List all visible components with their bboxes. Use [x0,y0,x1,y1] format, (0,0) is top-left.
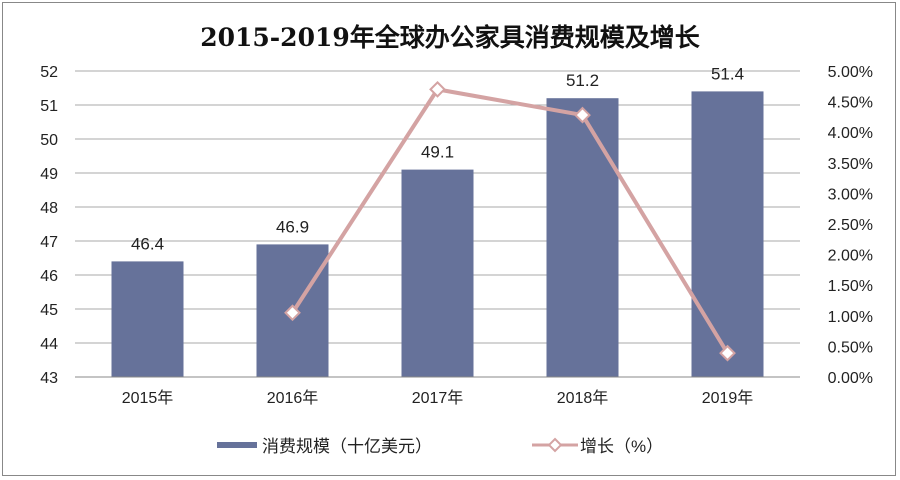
y-right-tick-label: 2.50% [828,217,873,234]
x-tick-label: 2015年 [122,389,174,407]
legend-marker [547,437,563,453]
y-right-tick-label: 1.00% [828,309,873,326]
y-right-tick-label: 2.00% [828,248,873,265]
growth-line [290,87,730,355]
bar-data-label: 49.1 [421,143,454,162]
legend-label-line: 增长（%） [580,437,663,456]
bar-data-label: 46.4 [131,234,164,253]
y-left-tick-label: 48 [40,200,58,217]
growth-marker [429,80,446,98]
y-left-tick-label: 47 [40,234,58,251]
y-left-tick-label: 44 [40,336,58,353]
y-left-tick-label: 50 [40,132,58,149]
y-left-tick-label: 52 [40,64,58,81]
bar [111,261,184,377]
y-left-tick-label: 51 [40,98,58,115]
y-right-tick-label: 3.00% [828,186,873,203]
bar-data-label: 51.2 [566,71,599,90]
legend-swatch-bar [217,442,257,448]
y-right-tick-label: 3.50% [828,156,873,173]
chart-title: 2015-2019年全球办公家具消费规模及增长 [200,23,701,52]
y-left-tick-label: 49 [40,166,58,183]
x-tick-label: 2016年 [267,389,319,407]
x-tick-label: 2018年 [557,389,609,407]
y-right-tick-label: 0.00% [828,370,873,387]
legend-label-bar: 消费规模（十亿美元） [262,437,432,456]
y-right-tick-label: 4.50% [828,95,873,112]
bar-data-label: 51.4 [711,64,744,83]
x-tick-label: 2019年 [702,389,754,407]
growth-marker [719,344,736,362]
y-left-tick-label: 43 [40,370,58,387]
growth-marker [284,304,301,322]
y-right-tick-label: 4.00% [828,125,873,142]
y-right-tick-label: 0.50% [828,339,873,356]
y-right-tick-label: 1.50% [828,278,873,295]
y-left-tick-label: 46 [40,268,58,285]
y-left-tick-label: 45 [40,302,58,319]
bar-data-label: 46.9 [276,217,309,236]
bar [401,169,474,377]
x-tick-label: 2017年 [412,389,464,407]
growth-marker [574,106,591,124]
bar [546,98,619,377]
y-right-tick-label: 5.00% [828,64,873,81]
legend: 消费规模（十亿美元） 增长（%） [217,437,663,456]
bar [691,91,764,378]
